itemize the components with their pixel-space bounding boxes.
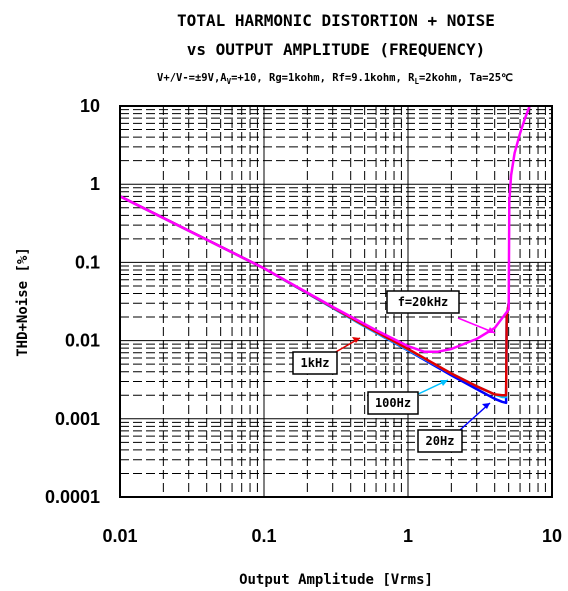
y-tick-label: 0.1 xyxy=(75,252,100,272)
annot-1khz-label: 1kHz xyxy=(301,356,330,370)
conditions-mid: =+10, Rg=1kohm, Rf=9.1kohm, R xyxy=(231,72,415,84)
series-line-f-20khz xyxy=(119,105,531,354)
annot-100hz-arrowhead xyxy=(440,380,448,386)
chart-title-line1: TOTAL HARMONIC DISTORTION + NOISE xyxy=(177,11,495,30)
annot-20hz-arrowhead xyxy=(482,403,490,409)
annot-20khz-arrowhead xyxy=(487,327,495,333)
annotations: f=20kHz 1kHz 100Hz 20Hz xyxy=(292,290,496,453)
chart-title-line2: vs OUTPUT AMPLITUDE (FREQUENCY) xyxy=(187,40,486,59)
y-tick-label: 0.0001 xyxy=(45,487,100,507)
annot-100hz-box xyxy=(367,391,419,415)
x-tick-label: 10 xyxy=(542,526,562,546)
x-tick-label: 0.1 xyxy=(251,526,276,546)
plot-frame xyxy=(119,105,553,498)
y-tick-label: 0.01 xyxy=(65,331,100,351)
conditions-gain-sub: V xyxy=(227,77,232,86)
conditions-suffix: =2kohm, Ta=25℃ xyxy=(419,72,513,84)
annot-20hz-label: 20Hz xyxy=(426,434,455,448)
grid-lines xyxy=(120,106,552,497)
x-axis-label: Output Amplitude [Vrms] xyxy=(239,572,433,588)
chart-conditions: V+/V-=±9V,AV=+10, Rg=1kohm, Rf=9.1kohm, … xyxy=(157,72,513,86)
annot-1khz-arrowhead xyxy=(352,337,360,343)
y-tick-label: 0.001 xyxy=(55,409,100,429)
annot-1khz-box xyxy=(292,351,338,375)
y-tick-label: 1 xyxy=(90,174,100,194)
x-tick-label: 1 xyxy=(403,526,413,546)
x-tick-label: 0.01 xyxy=(102,526,137,546)
annot-100hz-label: 100Hz xyxy=(375,396,411,410)
y-tick-label: 10 xyxy=(80,96,100,116)
conditions-prefix: V+/V-=±9V,A xyxy=(157,72,227,84)
data-series xyxy=(119,105,531,405)
annot-20khz-label: f=20kHz xyxy=(398,295,449,309)
annot-20hz-box xyxy=(417,429,463,453)
y-axis-label: THD+Noise [%] xyxy=(15,247,31,357)
annot-20hz-leader xyxy=(459,402,491,431)
annot-20khz-box xyxy=(386,290,460,314)
conditions-load-sub: L xyxy=(414,77,419,86)
tick-labels: 0.01 0.1 1 10 10 1 0.1 0.01 0.001 0.0001 xyxy=(45,96,562,546)
